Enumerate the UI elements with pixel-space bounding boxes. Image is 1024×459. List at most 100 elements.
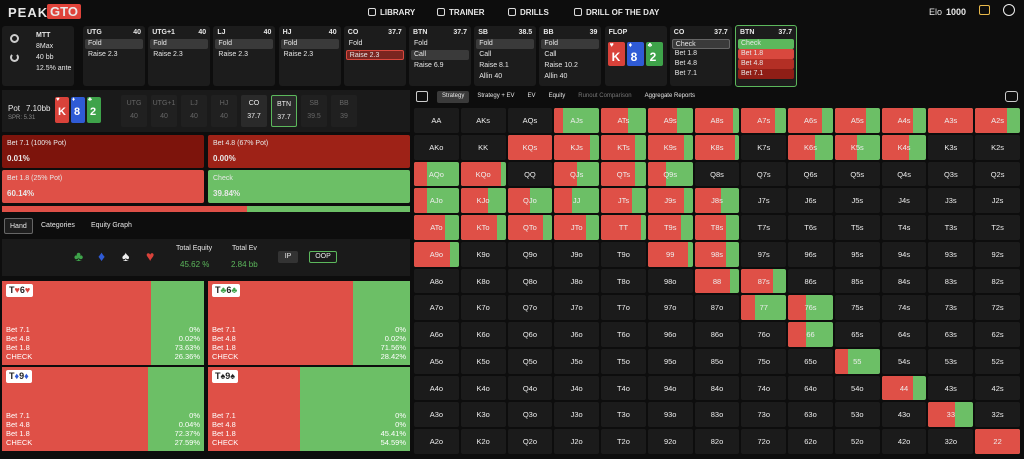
- range-cell[interactable]: 64s: [881, 322, 927, 347]
- range-cell[interactable]: QTo: [507, 215, 553, 240]
- range-cell[interactable]: Q8s: [694, 161, 740, 187]
- action-box[interactable]: Check 39.84%: [208, 170, 410, 203]
- range-cell[interactable]: TT: [601, 215, 646, 240]
- range-cell[interactable]: 53o: [834, 402, 880, 428]
- range-cell[interactable]: JJ: [554, 188, 600, 214]
- range-cell[interactable]: A5s: [834, 108, 880, 133]
- seat[interactable]: CO 37.7: [241, 95, 267, 127]
- range-cell[interactable]: J8s: [694, 188, 740, 214]
- range-cell[interactable]: 85s: [834, 268, 880, 294]
- range-cell[interactable]: J7o: [554, 295, 600, 321]
- range-cell[interactable]: 54o: [834, 375, 880, 401]
- range-cell[interactable]: 95s: [834, 241, 880, 267]
- range-cell[interactable]: A6o: [414, 322, 459, 347]
- range-cell[interactable]: 75s: [834, 295, 880, 321]
- range-cell[interactable]: J6o: [554, 322, 600, 347]
- range-cell[interactable]: QJo: [507, 188, 553, 214]
- range-cell[interactable]: Q2s: [975, 161, 1020, 187]
- range-cell[interactable]: Q9o: [507, 241, 553, 267]
- preflop-card[interactable]: HJ 40 Fold Raise 2.3: [278, 26, 341, 86]
- range-cell[interactable]: ATs: [601, 108, 646, 133]
- range-cell[interactable]: 53s: [928, 348, 974, 374]
- range-cell[interactable]: A8s: [694, 108, 740, 133]
- range-cell[interactable]: J3s: [928, 188, 974, 214]
- range-cell[interactable]: T9o: [601, 241, 646, 267]
- range-cell[interactable]: T4s: [881, 215, 927, 240]
- suit-filter[interactable]: ♠: [122, 248, 130, 264]
- range-cell[interactable]: K4s: [881, 134, 927, 160]
- range-cell[interactable]: AA: [414, 108, 459, 133]
- range-cell[interactable]: Q3s: [928, 161, 974, 187]
- range-cell[interactable]: 65s: [834, 322, 880, 347]
- range-cell[interactable]: 98s: [694, 241, 740, 267]
- range-cell[interactable]: J9o: [554, 241, 600, 267]
- range-cell[interactable]: KJs: [554, 134, 600, 160]
- range-cell[interactable]: 32o: [928, 429, 974, 454]
- range-cell[interactable]: K9s: [647, 134, 693, 160]
- range-cell[interactable]: K5s: [834, 134, 880, 160]
- seat[interactable]: UTG 40: [121, 95, 147, 127]
- range-cell[interactable]: T7o: [601, 295, 646, 321]
- tab[interactable]: Hand: [4, 218, 33, 234]
- range-cell[interactable]: QTs: [601, 161, 646, 187]
- oop-button[interactable]: OOP: [309, 251, 337, 263]
- preflop-card[interactable]: LJ 40 Fold Raise 2.3: [213, 26, 276, 86]
- range-cell[interactable]: 98o: [647, 268, 693, 294]
- toolbar-icon[interactable]: [1005, 91, 1018, 102]
- nav-item[interactable]: DRILL OF THE DAY: [586, 8, 660, 17]
- range-cell[interactable]: 33: [928, 402, 974, 428]
- range-cell[interactable]: 72s: [975, 295, 1020, 321]
- range-cell[interactable]: 82o: [694, 429, 740, 454]
- range-cell[interactable]: 43s: [928, 375, 974, 401]
- range-cell[interactable]: 83o: [694, 402, 740, 428]
- toolbar-tab[interactable]: Aggregate Reports: [644, 93, 695, 99]
- range-cell[interactable]: AJs: [554, 108, 600, 133]
- range-cell[interactable]: QQ: [507, 161, 553, 187]
- refresh-icon[interactable]: [10, 53, 19, 62]
- range-cell[interactable]: AJo: [414, 188, 459, 214]
- range-cell[interactable]: 62o: [788, 429, 833, 454]
- range-cell[interactable]: 42s: [975, 375, 1020, 401]
- nav-item[interactable]: DRILLS: [520, 8, 549, 17]
- range-cell[interactable]: T8o: [601, 268, 646, 294]
- range-cell[interactable]: K7s: [741, 134, 787, 160]
- range-cell[interactable]: 97o: [647, 295, 693, 321]
- range-cell[interactable]: 96o: [647, 322, 693, 347]
- range-cell[interactable]: K5o: [460, 348, 506, 374]
- range-cell[interactable]: KJo: [460, 188, 506, 214]
- range-cell[interactable]: 86o: [694, 322, 740, 347]
- range-cell[interactable]: 92o: [647, 429, 693, 454]
- range-cell[interactable]: K3o: [460, 402, 506, 428]
- range-cell[interactable]: JTo: [554, 215, 600, 240]
- range-cell[interactable]: A3s: [928, 108, 974, 133]
- seat[interactable]: BTN 37.7: [271, 95, 297, 127]
- range-cell[interactable]: J8o: [554, 268, 600, 294]
- range-cell[interactable]: A4o: [414, 375, 459, 401]
- range-cell[interactable]: Q4s: [881, 161, 927, 187]
- range-cell[interactable]: K2o: [460, 429, 506, 454]
- range-cell[interactable]: 73s: [928, 295, 974, 321]
- hand-card[interactable]: T♦9♦ Bet 7.1 0% Bet 4.8 0.04% Bet 1.8 72.37% CH…: [2, 367, 204, 451]
- suit-filter[interactable]: ♦: [98, 248, 106, 264]
- range-cell[interactable]: K3s: [928, 134, 974, 160]
- range-cell[interactable]: A3o: [414, 402, 459, 428]
- range-cell[interactable]: 92s: [975, 241, 1020, 267]
- range-cell[interactable]: A6s: [788, 108, 833, 133]
- range-cell[interactable]: K4o: [460, 375, 506, 401]
- range-cell[interactable]: 43o: [881, 402, 927, 428]
- range-cell[interactable]: A7s: [741, 108, 787, 133]
- hand-card[interactable]: T♣6♣ Bet 7.1 0% Bet 4.8 0.02% Bet 1.8 71.56% CH…: [208, 281, 410, 365]
- action-box[interactable]: Bet 4.8 (67% Pot) 0.00%: [208, 135, 410, 168]
- range-cell[interactable]: AQs: [507, 108, 553, 133]
- range-cell[interactable]: J7s: [741, 188, 787, 214]
- nav-item[interactable]: LIBRARY: [380, 8, 416, 17]
- range-cell[interactable]: K8s: [694, 134, 740, 160]
- range-cell[interactable]: A2o: [414, 429, 459, 454]
- hand-card[interactable]: T♥6♥ Bet 7.1 0% Bet 4.8 0.02% Bet 1.8 73.63% CH…: [2, 281, 204, 365]
- range-cell[interactable]: 63s: [928, 322, 974, 347]
- range-cell[interactable]: 74s: [881, 295, 927, 321]
- range-cell[interactable]: AKs: [460, 108, 506, 133]
- range-cell[interactable]: JTs: [601, 188, 646, 214]
- range-cell[interactable]: KTo: [460, 215, 506, 240]
- range-cell[interactable]: 88: [694, 268, 740, 294]
